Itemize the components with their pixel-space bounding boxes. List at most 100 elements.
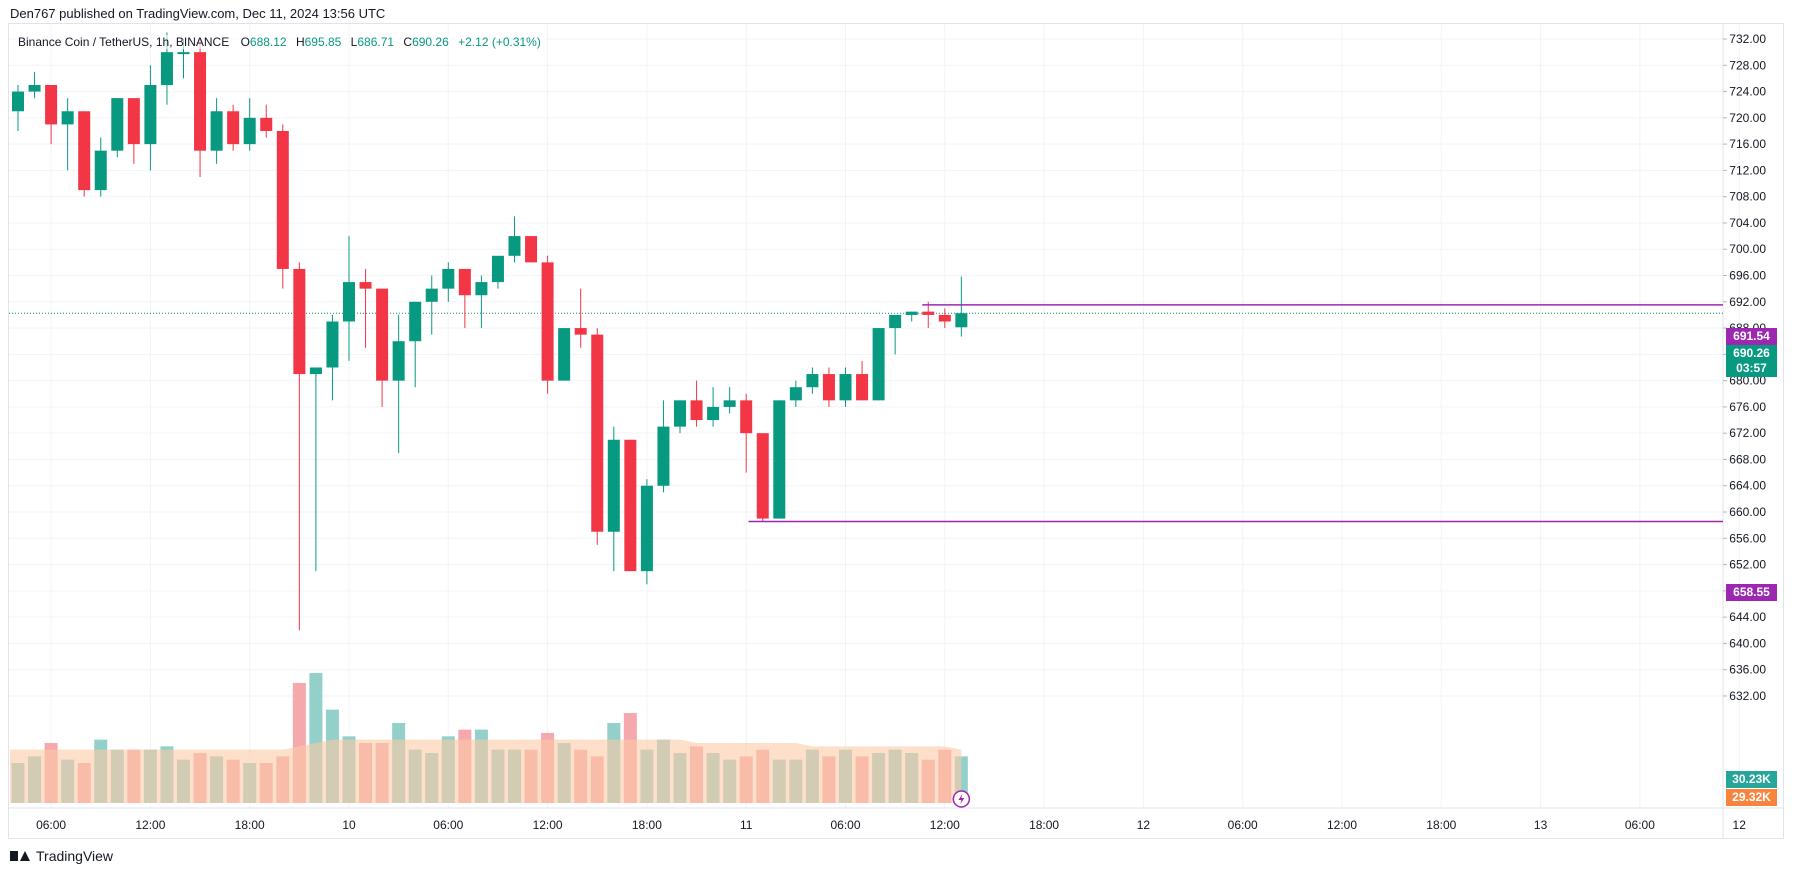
candle bbox=[28, 71, 41, 99]
candle-body bbox=[177, 52, 190, 55]
price-tick-label: 636.00 bbox=[1729, 663, 1766, 677]
candle bbox=[94, 137, 107, 197]
volume-ma-area bbox=[10, 739, 962, 803]
candle-body bbox=[442, 268, 455, 289]
candle bbox=[491, 255, 504, 289]
price-tick-label: 728.00 bbox=[1729, 58, 1766, 72]
candle bbox=[789, 380, 802, 407]
realtime-bolt-icon bbox=[952, 790, 971, 808]
published-line: Den767 published on TradingView.com, Dec… bbox=[10, 6, 386, 21]
candle-body bbox=[624, 439, 637, 572]
price-tick-label: 644.00 bbox=[1729, 610, 1766, 624]
time-tick-label: 18:00 bbox=[1029, 818, 1059, 832]
candle bbox=[194, 39, 207, 177]
candle bbox=[293, 262, 306, 631]
candle-body bbox=[806, 374, 819, 388]
candle bbox=[955, 276, 968, 337]
candle-body bbox=[740, 400, 753, 434]
chart-legend: Binance Coin / TetherUS, 1h, BINANCE O68… bbox=[18, 35, 547, 49]
candle-body bbox=[905, 311, 918, 315]
countdown-tag: 03:57 bbox=[1726, 360, 1777, 377]
time-tick-label: 10 bbox=[342, 818, 356, 832]
time-tick-label: 06:00 bbox=[1625, 818, 1655, 832]
candle bbox=[657, 400, 670, 493]
time-tick-label: 18:00 bbox=[632, 818, 662, 832]
price-tick-label: 732.00 bbox=[1729, 32, 1766, 46]
support-price-tag: 658.55 bbox=[1726, 584, 1777, 601]
time-tick-label: 06:00 bbox=[1228, 818, 1258, 832]
candle bbox=[740, 393, 753, 473]
candle bbox=[839, 367, 852, 407]
price-tick-label: 656.00 bbox=[1729, 531, 1766, 545]
candle-body bbox=[326, 321, 339, 368]
candle-body bbox=[78, 111, 91, 191]
candle-body bbox=[591, 334, 604, 532]
candle bbox=[78, 111, 91, 197]
candle-body bbox=[773, 400, 786, 519]
candle bbox=[773, 400, 786, 519]
candle-body bbox=[822, 374, 835, 401]
candle-body bbox=[376, 288, 389, 381]
candle bbox=[938, 308, 951, 329]
candle-body bbox=[657, 426, 670, 486]
candle-body bbox=[160, 52, 173, 85]
candle-body bbox=[475, 282, 488, 296]
candle-body bbox=[94, 150, 107, 191]
candle-body bbox=[194, 52, 207, 151]
realtime-bolt-icon-glyph bbox=[958, 794, 965, 804]
candle bbox=[541, 255, 554, 394]
candle bbox=[806, 367, 819, 394]
time-tick-label: 11 bbox=[740, 818, 753, 832]
candle bbox=[243, 98, 256, 151]
time-tick-label: 06:00 bbox=[830, 818, 860, 832]
candle-body bbox=[243, 117, 256, 145]
brand-name: TradingView bbox=[36, 848, 114, 864]
candle bbox=[922, 301, 935, 329]
time-axis: 06:00 12:00 18:00 10 06:00 12:00 18:00 11 06:00 1… bbox=[36, 818, 1746, 832]
candle-body bbox=[640, 485, 653, 572]
candle bbox=[276, 124, 289, 289]
candle bbox=[45, 84, 58, 145]
candle-body bbox=[558, 328, 571, 381]
price-tick-label: 696.00 bbox=[1729, 269, 1766, 283]
price-tick-label: 700.00 bbox=[1729, 242, 1766, 256]
tradingview-logo-icon bbox=[10, 849, 30, 863]
candle bbox=[392, 314, 405, 453]
candle bbox=[707, 387, 720, 427]
candle bbox=[326, 314, 339, 401]
low-value: 686.71 bbox=[357, 35, 395, 49]
candle-body bbox=[359, 282, 372, 289]
footer-brand[interactable]: TradingView bbox=[10, 848, 113, 864]
price-tick-label: 668.00 bbox=[1729, 452, 1766, 466]
open-label: O bbox=[240, 35, 250, 49]
candle-body bbox=[392, 341, 405, 381]
time-tick-label: 06:00 bbox=[433, 818, 463, 832]
candle-body bbox=[127, 98, 140, 145]
candle bbox=[508, 216, 521, 263]
candle-body bbox=[260, 117, 273, 131]
candle-body bbox=[28, 84, 41, 92]
candle-body bbox=[111, 98, 124, 151]
volume-current-tag: 30.23K bbox=[1726, 771, 1777, 788]
candle-body bbox=[309, 367, 322, 375]
candle bbox=[210, 98, 223, 164]
candle bbox=[756, 433, 769, 522]
candle bbox=[425, 275, 438, 335]
candle-body bbox=[491, 255, 504, 283]
candle-body bbox=[343, 282, 355, 322]
candle bbox=[905, 311, 918, 322]
chart-frame[interactable] bbox=[8, 23, 1784, 839]
candle bbox=[359, 268, 372, 348]
volume-ma-tag: 29.32K bbox=[1726, 789, 1777, 806]
candle-body bbox=[607, 439, 620, 532]
candle bbox=[61, 98, 74, 171]
last-price-tag: 690.26 bbox=[1726, 345, 1777, 362]
candle-body bbox=[61, 111, 74, 125]
candle bbox=[442, 262, 455, 302]
candle bbox=[889, 314, 902, 355]
time-tick-label: 18:00 bbox=[1426, 818, 1456, 832]
candle-body bbox=[458, 268, 471, 296]
candle-body bbox=[144, 84, 157, 145]
candle bbox=[856, 360, 869, 401]
